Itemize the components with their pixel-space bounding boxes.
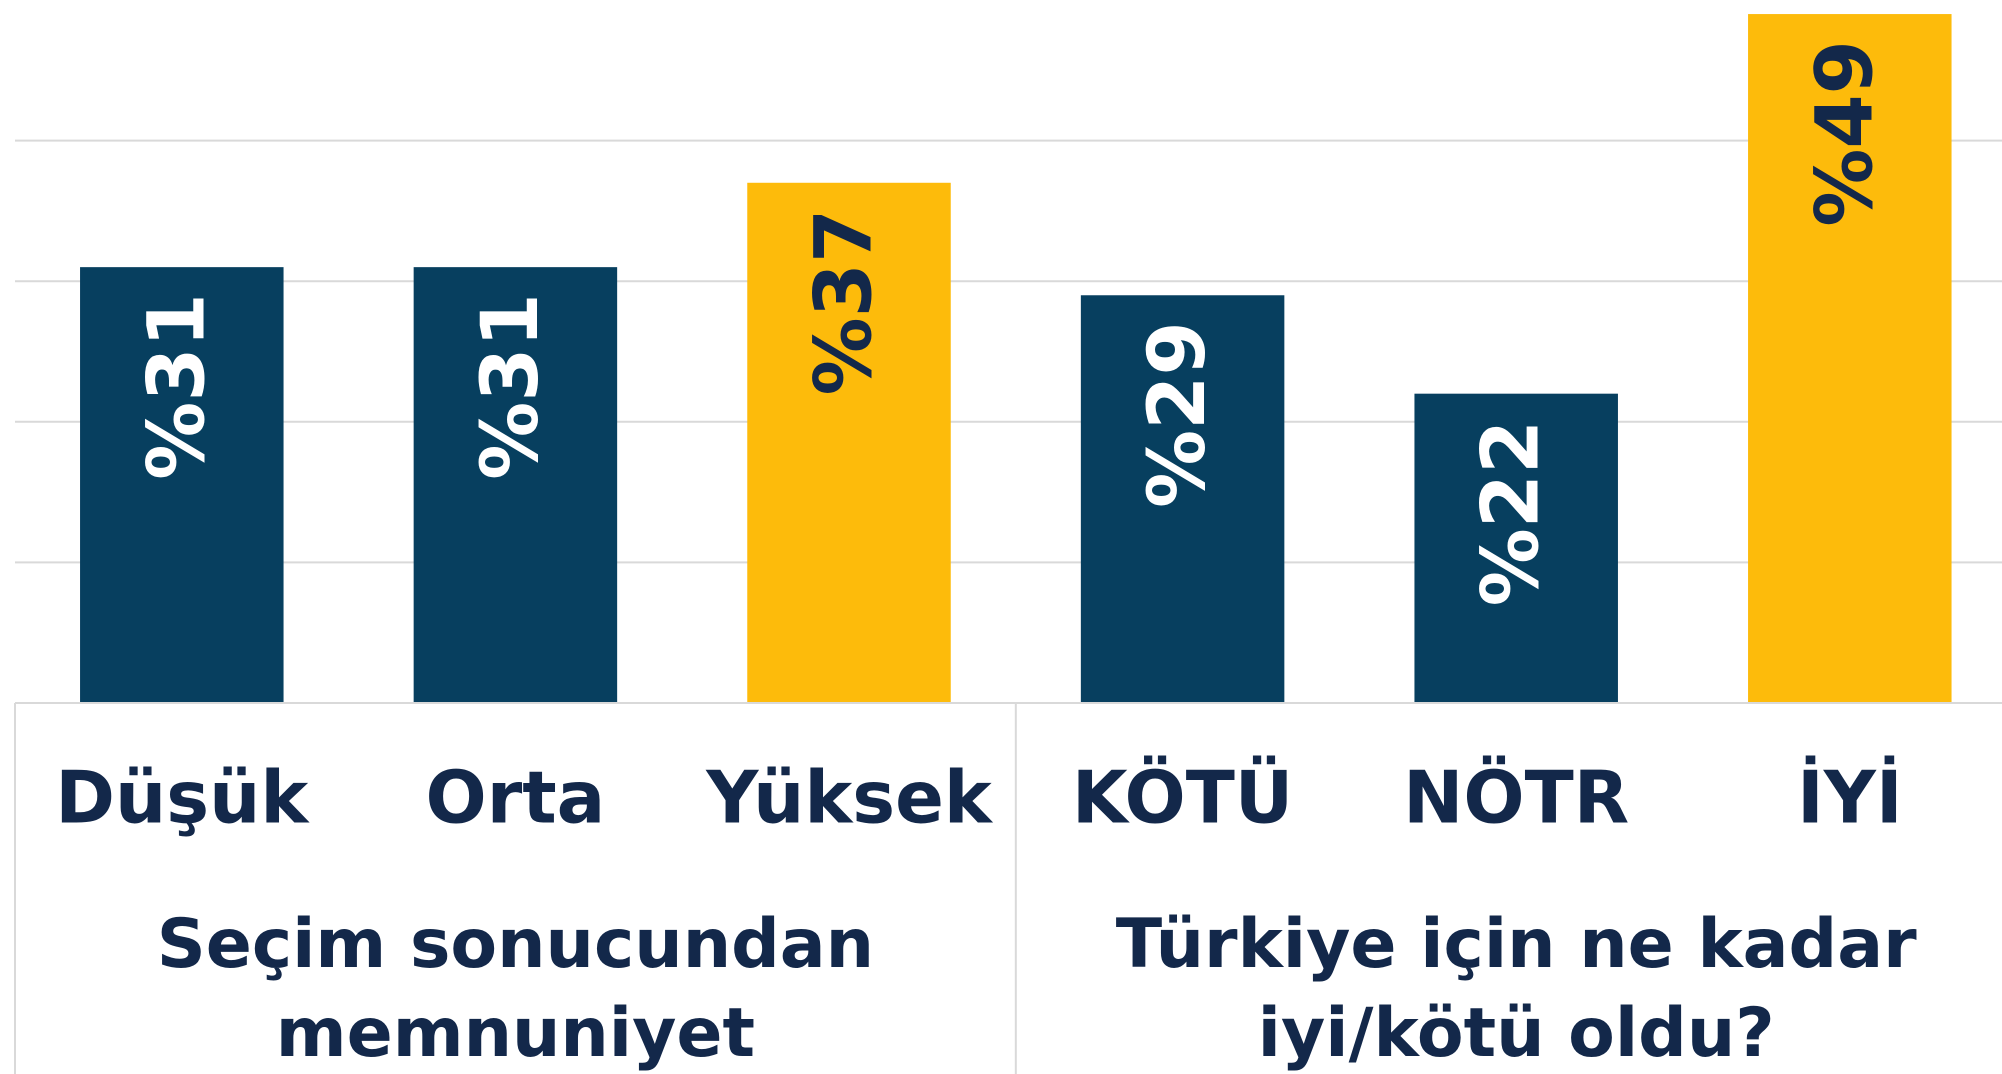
- value-label: %31: [466, 293, 556, 480]
- value-label: %22: [1467, 420, 1557, 607]
- bar: [1748, 14, 1952, 704]
- bar: [747, 182, 951, 703]
- bar: [80, 267, 284, 703]
- value-label: %29: [1133, 321, 1223, 508]
- x-tick-label: Düşük: [55, 756, 310, 840]
- x-tick-label: NÖTR: [1403, 756, 1629, 840]
- value-label: %31: [132, 293, 222, 480]
- x-tick-label: KÖTÜ: [1072, 756, 1293, 840]
- x-tick-label: Orta: [426, 756, 606, 840]
- group-label: Seçim sonucundan memnuniyet: [156, 905, 875, 1073]
- bar: [413, 267, 618, 703]
- group-label: Türkiye için ne kadar iyi/kötü oldu?: [1115, 905, 1917, 1073]
- value-label: %37: [799, 209, 889, 396]
- value-label: %49: [1800, 40, 1890, 227]
- x-tick-label: Yüksek: [705, 756, 994, 840]
- x-tick-label: İYİ: [1797, 756, 1903, 840]
- bar: [1080, 295, 1285, 703]
- bar: [1414, 393, 1618, 703]
